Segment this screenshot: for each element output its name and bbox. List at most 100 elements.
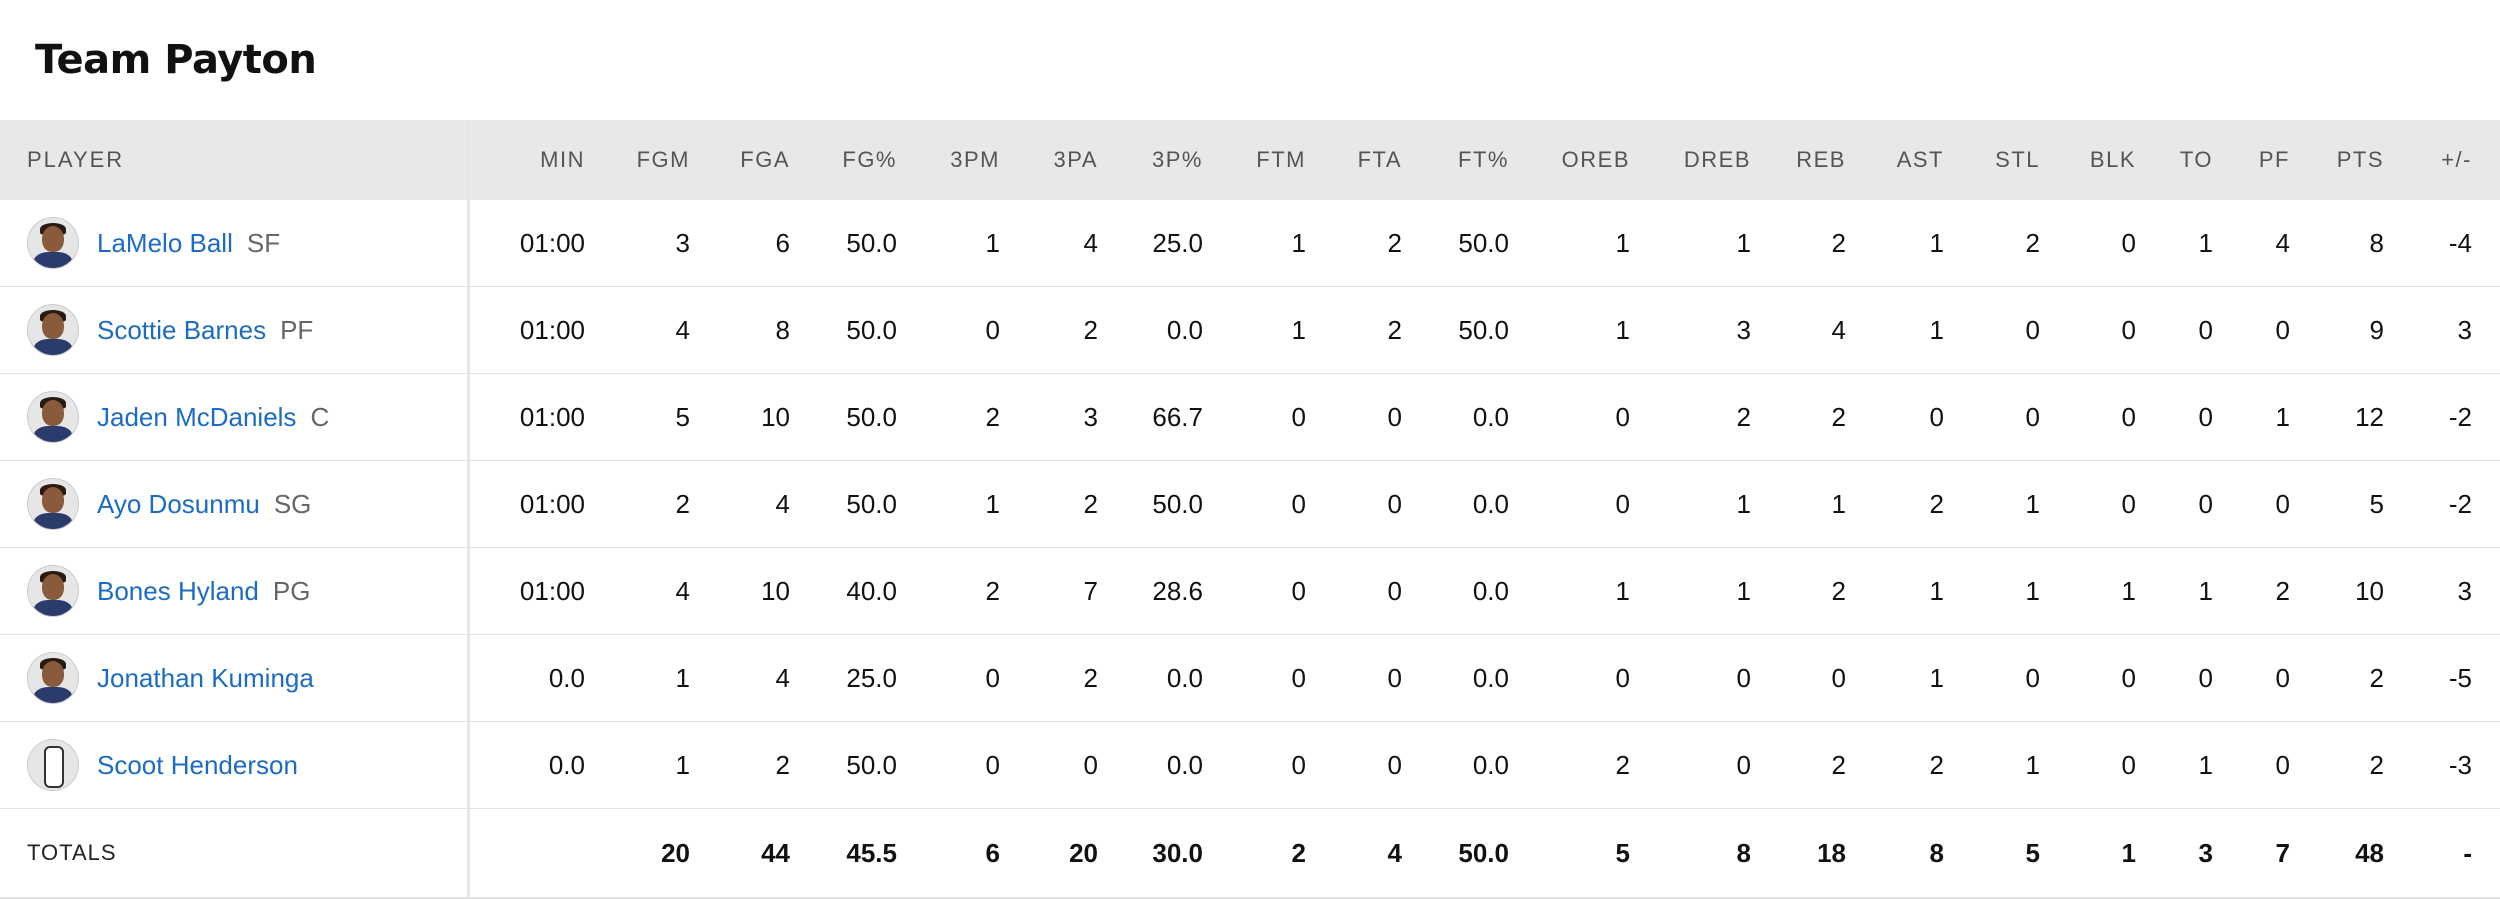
stat-cell: 50.0	[846, 227, 897, 258]
player-headshot-icon	[27, 652, 79, 704]
stat-cell: 01:00	[519, 401, 585, 432]
stat-cell: 0	[2025, 662, 2040, 693]
column-header: MIN	[540, 147, 585, 172]
totals-stat-cell: 44	[761, 837, 790, 868]
player-name-link[interactable]: Bones Hyland	[97, 575, 259, 606]
player-headshot-icon	[27, 391, 79, 443]
player-position: C	[310, 401, 330, 432]
stat-cell: 0	[985, 662, 1000, 693]
totals-stat-cell: 1	[2121, 837, 2136, 868]
stat-cell: 1	[1929, 227, 1944, 258]
player-name-link[interactable]: Ayo Dosunmu	[97, 488, 260, 519]
stat-cell: 0	[2121, 749, 2136, 780]
stat-cell: 2	[1083, 662, 1098, 693]
player-row: Ayo Dosunmu SG 01:00 2 4 50.0 1 2 50.0 0 0 0.0 0 1 1 2 1…	[0, 461, 2500, 548]
totals-stat-cell: -	[2463, 837, 2472, 868]
column-header: +/-	[2441, 147, 2472, 172]
stat-cell: 2	[1736, 401, 1751, 432]
player-row: Jaden McDaniels C 01:00 5 10 50.0 2 3 66.7 0 0 0.0 0…	[0, 374, 2500, 461]
stat-cell: 3	[1736, 314, 1751, 345]
stat-cell: 1	[1929, 575, 1944, 606]
stat-cell: 2	[2025, 227, 2040, 258]
stat-cell: 0.0	[1472, 575, 1509, 606]
stat-cell: 2	[1929, 749, 1944, 780]
stat-cell: 0	[1291, 488, 1306, 519]
stat-cell: 0	[2275, 662, 2290, 693]
stat-cell: 0.0	[1166, 662, 1203, 693]
player-cell: Ayo Dosunmu SG	[0, 461, 470, 547]
stat-cell: 0	[1615, 488, 1630, 519]
stat-cell: 50.0	[1152, 488, 1203, 519]
player-headshot-icon	[27, 304, 79, 356]
league-logo-icon	[27, 739, 79, 791]
table-header-row: PLAYER MIN FGM FGA FG% 3PM 3PA 3P% FTM FTA FT% OREB…	[0, 120, 2500, 200]
stat-cell: 2	[1929, 488, 1944, 519]
stat-cell: 2	[1831, 401, 1846, 432]
stat-cell: -2	[2448, 401, 2472, 432]
stat-cell: 1	[2198, 227, 2213, 258]
totals-stat-cell	[470, 809, 585, 897]
stat-cell: 1	[1736, 227, 1751, 258]
stat-cell: 10	[761, 401, 790, 432]
stat-cell: 0	[2275, 314, 2290, 345]
player-cell: Bones Hyland PG	[0, 548, 470, 634]
stat-cell: 8	[775, 314, 790, 345]
stat-cell: 0	[2025, 401, 2040, 432]
stat-cell: 0	[1387, 575, 1402, 606]
stat-cell: 50.0	[1458, 314, 1509, 345]
column-header: TO	[2179, 147, 2213, 172]
stat-cell: 0	[985, 314, 1000, 345]
stat-cell: 1	[1291, 227, 1306, 258]
stat-cell: 01:00	[519, 575, 585, 606]
player-name-link[interactable]: LaMelo Ball	[97, 227, 233, 258]
stat-cell: 4	[1831, 314, 1846, 345]
column-header: FT%	[1458, 147, 1509, 172]
column-header: PF	[2258, 147, 2290, 172]
stat-cell: 1	[1929, 314, 1944, 345]
stat-cell: 12	[2355, 401, 2384, 432]
totals-stat-cell: 20	[1069, 837, 1098, 868]
stat-cell: 0	[2198, 488, 2213, 519]
stat-cell: 0	[1736, 662, 1751, 693]
stat-cell: 2	[2369, 662, 2384, 693]
stat-cell: 0	[2121, 314, 2136, 345]
stat-cell: 2	[1083, 488, 1098, 519]
stat-cell: 0	[1831, 662, 1846, 693]
stat-cell: 0.0	[1472, 749, 1509, 780]
column-header: 3PM	[950, 147, 1000, 172]
stat-cell: 50.0	[846, 749, 897, 780]
stat-cell: 2	[1831, 227, 1846, 258]
stat-cell: 0	[1387, 662, 1402, 693]
stat-cell: 50.0	[846, 401, 897, 432]
player-row: LaMelo Ball SF 01:00 3 6 50.0 1 4 25.0 1 2 50.0 1 1 2 1…	[0, 200, 2500, 287]
boxscore-table: PLAYER MIN FGM FGA FG% 3PM 3PA 3P% FTM FTA FT% OREB…	[0, 120, 2500, 899]
player-name-link[interactable]: Jonathan Kuminga	[97, 662, 314, 693]
player-position: PF	[280, 314, 314, 345]
stat-cell: 0	[1291, 401, 1306, 432]
player-name-link[interactable]: Scottie Barnes	[97, 314, 267, 345]
stat-cell: 2	[1387, 227, 1402, 258]
stat-cell: -4	[2448, 227, 2472, 258]
player-name-link[interactable]: Jaden McDaniels	[97, 401, 297, 432]
stat-cell: 0	[2121, 401, 2136, 432]
stat-cell: 0	[1615, 401, 1630, 432]
stat-cell: 1	[2275, 401, 2290, 432]
stat-cell: 1	[985, 488, 1000, 519]
stat-cell: 1	[1831, 488, 1846, 519]
column-header: BLK	[2089, 147, 2136, 172]
player-position: SG	[273, 488, 312, 519]
player-name-link[interactable]: Scoot Henderson	[97, 749, 298, 780]
stat-cell: 0	[2198, 401, 2213, 432]
stat-cell: 2	[1083, 314, 1098, 345]
player-cell: LaMelo Ball SF	[0, 200, 470, 286]
stat-cell: 0	[1083, 749, 1098, 780]
stat-cell: 1	[1736, 575, 1751, 606]
totals-label-cell: TOTALS	[0, 809, 470, 897]
stat-cell: 2	[675, 488, 690, 519]
column-header: FTM	[1256, 147, 1306, 172]
stat-cell: 1	[2025, 488, 2040, 519]
stat-cell: 2	[2275, 575, 2290, 606]
player-headshot-icon	[27, 217, 79, 269]
stat-cell: 6	[775, 227, 790, 258]
stat-cell: 1	[1929, 662, 1944, 693]
